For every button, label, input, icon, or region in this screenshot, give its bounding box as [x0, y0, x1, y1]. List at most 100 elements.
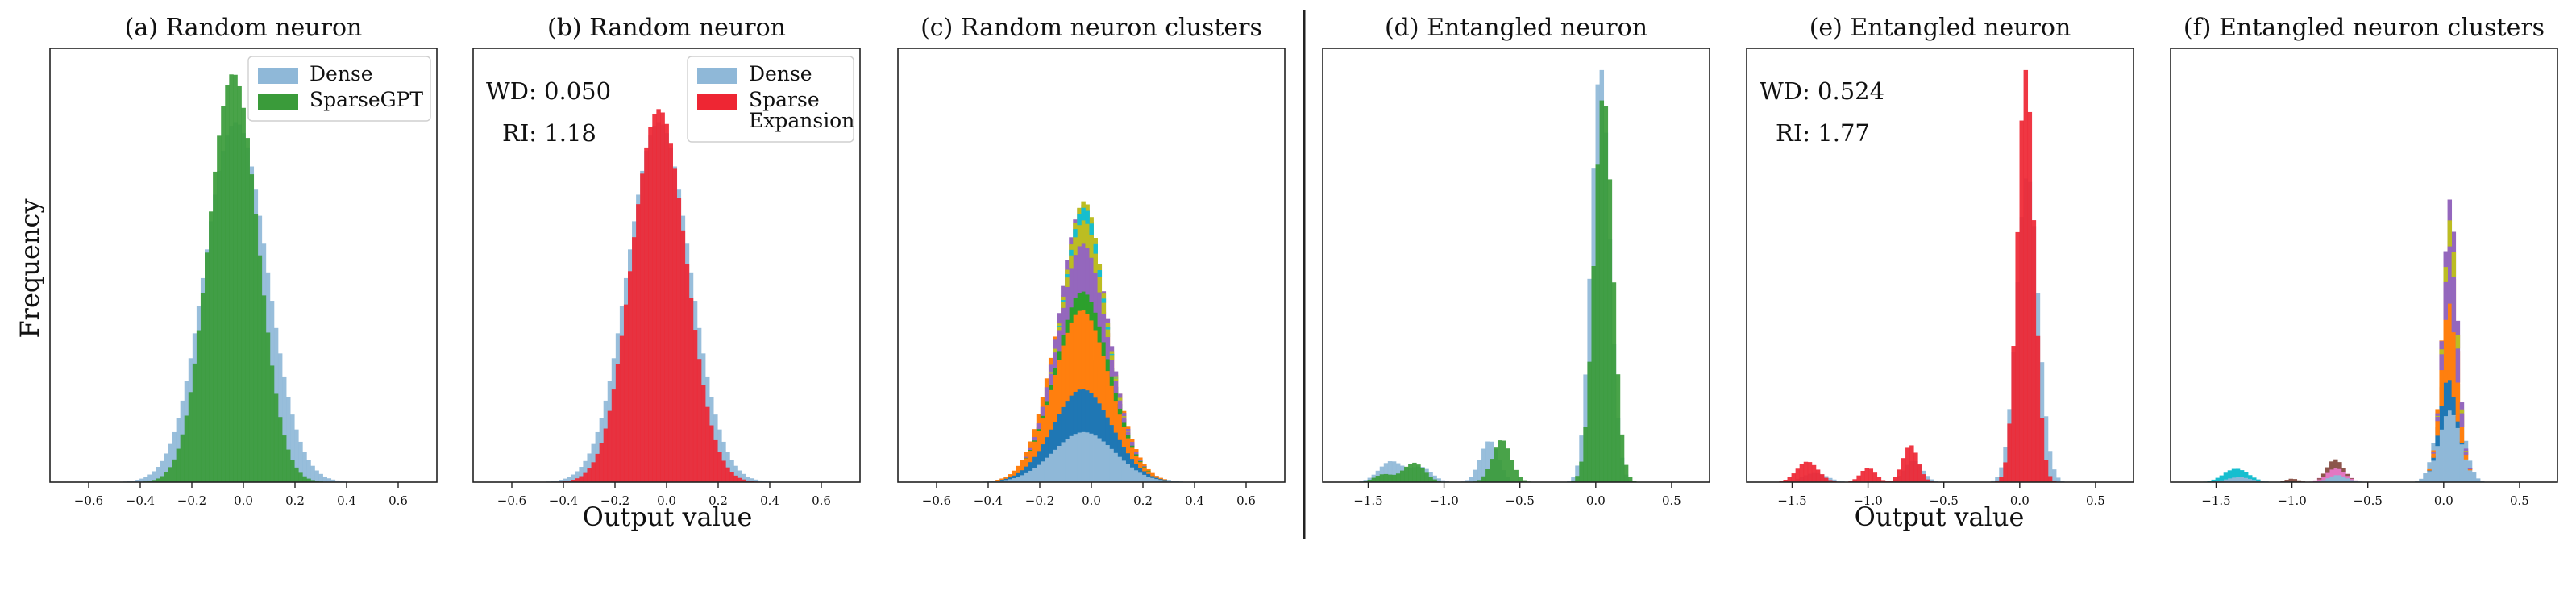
x-tick-label: −0.6 — [74, 493, 103, 508]
hist-bar — [2296, 480, 2302, 482]
hist-bar — [294, 429, 299, 482]
hist-bar — [2427, 468, 2432, 471]
hist-bar — [995, 480, 1000, 481]
hist-bar — [1057, 315, 1062, 414]
hist-bar — [261, 295, 267, 482]
hist-bar — [2035, 335, 2041, 482]
hist-bar — [257, 255, 263, 482]
hist-bar — [1077, 277, 1082, 311]
hist-bar — [237, 85, 242, 483]
hist-bar — [1061, 300, 1066, 302]
hist-bar — [1134, 458, 1139, 471]
hist-bar — [1138, 460, 1143, 462]
hist-bar — [555, 481, 559, 482]
legend-swatch — [697, 68, 737, 84]
hist-bar — [2051, 481, 2057, 482]
hist-bar — [2451, 231, 2457, 333]
hist-bar — [1828, 477, 1833, 482]
hist-bar — [302, 452, 307, 482]
hist-bar — [1121, 410, 1127, 447]
hist-bar — [571, 479, 575, 482]
hist-bar — [1856, 475, 1861, 482]
hist-bar — [1619, 434, 1625, 482]
hist-bar — [318, 473, 323, 482]
hist-bar — [2248, 475, 2253, 479]
hist-bar — [559, 480, 563, 482]
hist-bar — [1490, 459, 1494, 482]
hist-bar — [1117, 393, 1123, 409]
legend: Dense SparseGPT — [247, 56, 431, 122]
hist-bar — [1391, 474, 1397, 482]
hist-bar — [1024, 465, 1029, 482]
legend-swatch — [697, 94, 737, 110]
hist-bar — [1097, 313, 1103, 343]
hist-bar — [729, 460, 734, 482]
hist-bar — [2047, 476, 2053, 482]
hist-bar — [1121, 419, 1127, 427]
hist-bar — [1142, 468, 1147, 482]
hist-bar — [628, 271, 633, 482]
hist-bar — [607, 410, 613, 482]
hist-bar — [1518, 477, 1523, 482]
hist-bar — [1069, 362, 1074, 436]
x-tick-label: 0.0 — [2434, 493, 2453, 508]
legend-label: SparseGPT — [310, 88, 423, 111]
x-tick-label: 0.2 — [285, 493, 305, 508]
hist-bar — [2447, 199, 2453, 304]
x-tick-label: −0.4 — [974, 493, 1003, 508]
hist-bar — [1391, 461, 1397, 482]
hist-bar — [1162, 479, 1167, 481]
hist-bar — [1024, 456, 1029, 458]
hist-bar — [1057, 388, 1062, 446]
hist-bar — [2260, 481, 2265, 482]
hist-bar — [700, 385, 706, 482]
hist-bar — [709, 425, 714, 482]
hist-bar — [221, 106, 226, 482]
x-tick-label: −0.2 — [600, 493, 629, 508]
hist-bar — [2312, 480, 2318, 482]
hist-bar — [2223, 477, 2229, 482]
hist-bar — [2455, 383, 2461, 482]
hist-bar — [168, 467, 172, 482]
x-tick-label: 0.0 — [657, 493, 676, 508]
hist-bar — [1383, 463, 1389, 482]
hist-bar — [1930, 479, 1934, 482]
hist-bar — [571, 474, 575, 482]
hist-bar — [1502, 440, 1506, 482]
hist-bar — [2455, 415, 2461, 428]
hist-bar — [2019, 120, 2024, 483]
hist-bar — [587, 453, 592, 482]
hist-bar — [294, 467, 299, 482]
hist-bar — [1036, 427, 1041, 431]
hist-bar — [2463, 440, 2469, 482]
hist-bar — [2256, 479, 2261, 482]
hist-bar — [1077, 208, 1082, 293]
hist-bar — [1113, 371, 1119, 393]
series-1 — [143, 74, 323, 483]
hist-bar — [282, 376, 287, 482]
hist-bar — [1069, 295, 1074, 323]
hist-bar — [209, 211, 214, 482]
x-tick-label: 0.4 — [760, 493, 779, 508]
hist-bar — [306, 460, 311, 482]
hist-bar — [1897, 469, 1902, 482]
hist-bar — [1077, 246, 1082, 390]
hist-bar — [1032, 439, 1037, 442]
panel-b: (b) Random neuron −0.6 −0.4 −0.2 0.0 0.2 0.4 0.… — [472, 14, 861, 508]
hist-bar — [1795, 468, 1801, 482]
hist-bar — [737, 470, 742, 482]
hist-bar — [180, 434, 185, 482]
hist-bar — [1044, 378, 1049, 438]
hist-bar — [1852, 479, 1857, 482]
hist-bar — [1121, 416, 1127, 418]
hist-bar — [334, 480, 340, 482]
hist-bar — [1913, 452, 1918, 482]
legend-label: Dense — [310, 62, 373, 85]
panel-title: (a) Random neuron — [125, 14, 363, 42]
x-tick-label: 0.0 — [2010, 493, 2030, 508]
hist-bar — [1101, 331, 1107, 356]
hist-bar — [2345, 473, 2350, 477]
hist-bar — [2341, 472, 2346, 482]
hist-bar — [2350, 478, 2354, 482]
